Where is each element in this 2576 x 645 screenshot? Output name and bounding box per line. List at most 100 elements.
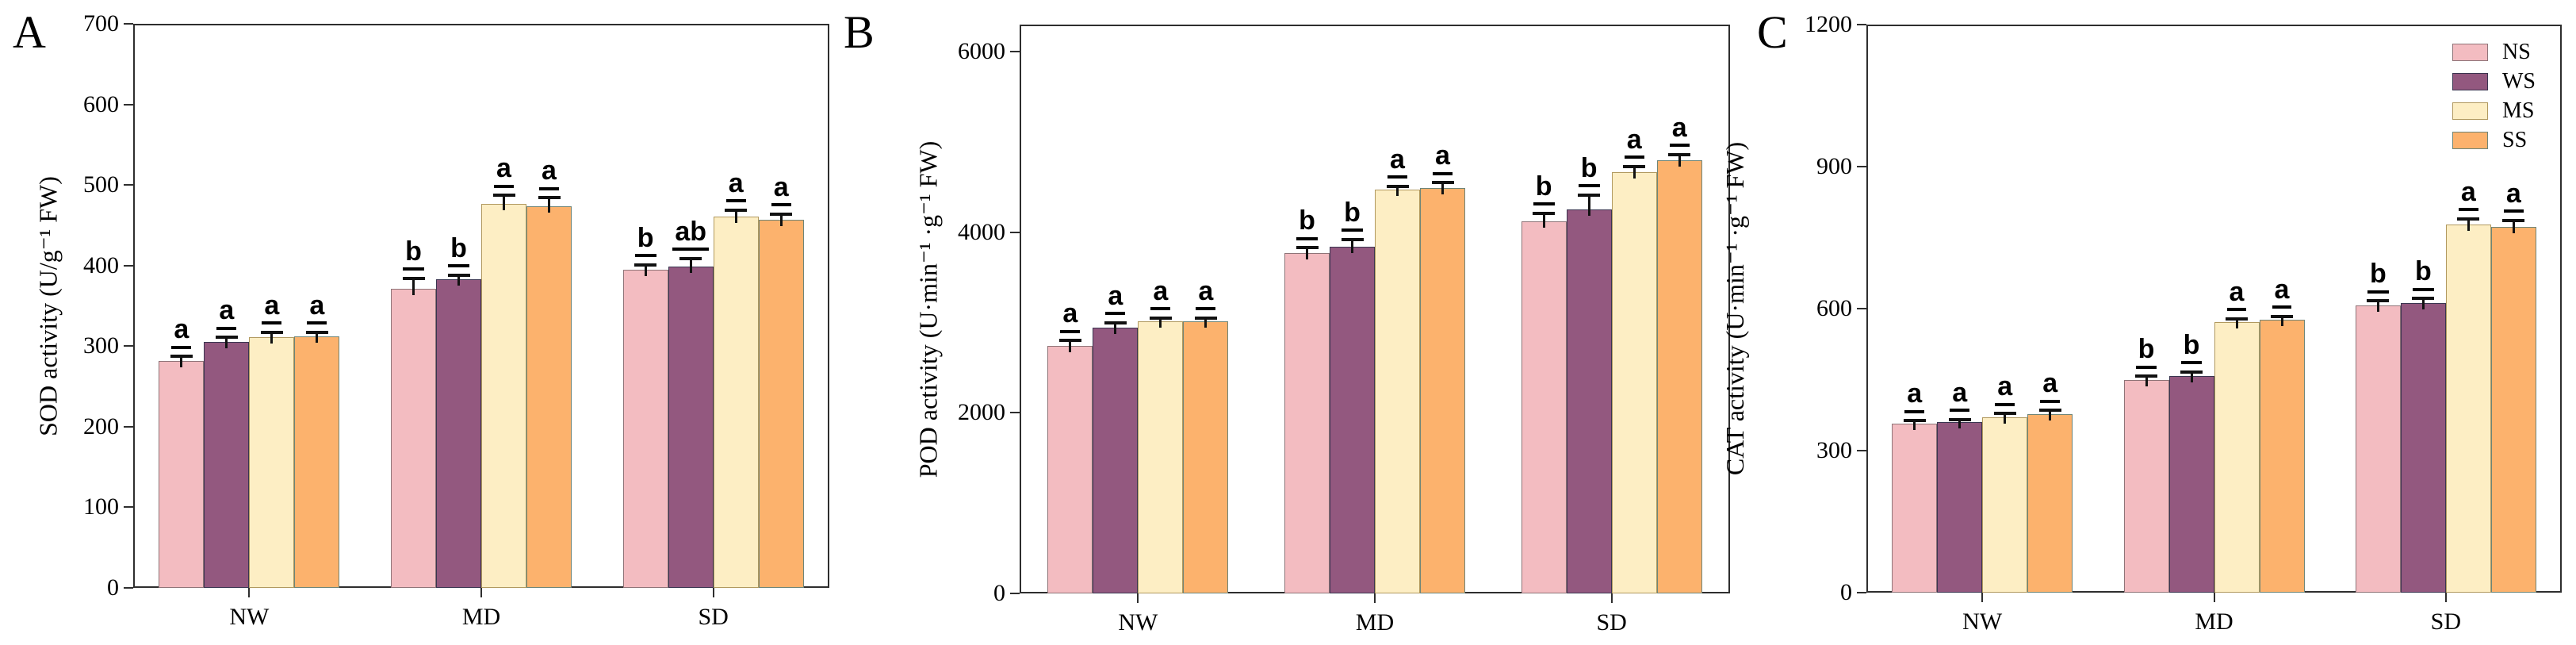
panel-b-error-whisker xyxy=(1069,340,1072,353)
panel-b-sig-letter: a xyxy=(1170,276,1242,311)
panel-c-error-whisker xyxy=(2421,298,2425,310)
panel-letter-b: B xyxy=(844,6,875,58)
panel-b-y-tick xyxy=(1010,231,1020,233)
panel-a-error-cap xyxy=(770,212,793,216)
panel-letter-a: A xyxy=(13,6,46,58)
panel-c-x-tick xyxy=(1981,593,1984,602)
panel-c-error-whisker xyxy=(2467,218,2470,231)
panel-a-x-tick-label: SD xyxy=(698,604,729,630)
panel-b-error-cap xyxy=(1431,181,1454,185)
panel-c-x-tick xyxy=(2213,593,2215,602)
panel-c-x-tick-label: MD xyxy=(2195,609,2233,635)
panel-c-bar-ns-sd xyxy=(2355,305,2401,593)
panel-c-sig-letter: a xyxy=(1879,379,1950,413)
panel-b-error-whisker xyxy=(1632,166,1636,179)
panel-b-error-cap xyxy=(1386,184,1409,188)
panel-c-sig-letter: b xyxy=(2156,330,2227,365)
panel-a-error-whisker xyxy=(412,278,415,296)
panel-c-error-cap xyxy=(2502,219,2525,223)
panel-c-bar-ms-md xyxy=(2214,322,2260,593)
panel-b-sig-letter: a xyxy=(1362,144,1433,179)
panel-a-bar-ws-nw xyxy=(204,342,250,588)
panel-letter-c: C xyxy=(1757,6,1788,58)
panel-b-bar-ws-sd xyxy=(1566,209,1612,593)
panel-a-error-cap xyxy=(305,331,328,335)
panel-b-bar-ns-sd xyxy=(1521,221,1567,593)
panel-b-y-tick xyxy=(1010,593,1020,594)
panel-a-sig-letter: a xyxy=(745,172,817,207)
panel-a-y-tick xyxy=(124,184,133,186)
panel-c-error-whisker xyxy=(2004,413,2007,424)
panel-c-error-cap xyxy=(2412,297,2435,301)
panel-a-bar-ms-sd xyxy=(713,216,759,588)
panel-a-bar-ss-sd xyxy=(758,219,804,588)
panel-a-error-whisker xyxy=(225,337,228,349)
panel-a-y-tick-label: 0 xyxy=(107,574,119,601)
panel-c-y-tick-label: 900 xyxy=(1816,153,1852,179)
panel-b-x-tick xyxy=(1374,593,1376,603)
panel-b-error-cap xyxy=(1149,316,1172,320)
panel-a-y-axis-title: SOD activity (U/g⁻¹ FW) xyxy=(33,175,62,436)
panel-a-error-cap xyxy=(492,194,515,198)
panel-a-sig-letter: ab xyxy=(655,217,726,251)
panel-a-sig-letter: a xyxy=(514,156,585,190)
panel-c-error-cap xyxy=(1948,417,1971,421)
panel-b-y-tick xyxy=(1010,51,1020,53)
panel-b-error-cap xyxy=(1578,194,1601,198)
panel-a-y-tick xyxy=(124,345,133,347)
legend-label-ns: NS xyxy=(2502,40,2531,64)
panel-c-error-cap xyxy=(1993,412,2016,416)
panel-a-sig-letter: b xyxy=(423,233,495,268)
legend-swatch-ss xyxy=(2452,132,2488,149)
panel-b-sig-letter: b xyxy=(1508,171,1579,206)
panel-a-bar-ss-nw xyxy=(294,336,340,588)
panel-c-x-tick xyxy=(2444,593,2447,602)
panel-a-error-cap xyxy=(538,196,561,200)
panel-a-error-whisker xyxy=(548,198,550,213)
panel-c-error-cap xyxy=(2226,317,2248,321)
panel-c-error-cap xyxy=(2135,374,2157,378)
panel-b-y-tick-label: 4000 xyxy=(958,218,1005,245)
panel-c-y-tick-label: 300 xyxy=(1816,437,1852,463)
panel-a-error-whisker xyxy=(734,209,737,223)
panel-c-error-cap xyxy=(2457,217,2480,221)
panel-c-sig-letter: b xyxy=(2111,334,2182,369)
panel-c-bar-ws-nw xyxy=(1937,422,1983,593)
legend-label-ms: MS xyxy=(2502,98,2535,123)
panel-b-bar-ms-sd xyxy=(1611,171,1657,593)
panel-c-y-axis-title: CAT activity (U·min⁻¹ ·g⁻¹ FW) xyxy=(1721,141,1749,476)
panel-a-error-whisker xyxy=(180,356,183,367)
panel-c-bar-ns-nw xyxy=(1892,423,1938,593)
panel-b-sig-letter: a xyxy=(1598,125,1670,159)
panel-a-error-cap xyxy=(634,263,657,267)
panel-b-sig-letter: a xyxy=(1644,113,1715,148)
panel-c-y-tick-label: 600 xyxy=(1816,295,1852,321)
panel-b-error-whisker xyxy=(1396,186,1399,197)
panel-a-x-tick xyxy=(712,588,714,597)
panel-b-error-whisker xyxy=(1441,182,1444,194)
panel-b-bar-ns-nw xyxy=(1047,346,1093,593)
panel-c-bar-ms-nw xyxy=(1982,417,2028,593)
panel-b-bar-ws-nw xyxy=(1093,328,1139,593)
panel-a-bar-ss-md xyxy=(526,205,572,588)
panel-b-error-whisker xyxy=(1587,195,1590,217)
panel-a-error-cap xyxy=(447,273,470,277)
panel-b-error-whisker xyxy=(1114,322,1117,335)
panel-a-y-tick xyxy=(124,587,133,589)
panel-b-error-cap xyxy=(1296,246,1319,250)
panel-b-bar-ws-md xyxy=(1330,246,1375,593)
panel-a-error-cap xyxy=(260,331,283,335)
panel-a-error-cap xyxy=(170,355,193,359)
panel-b-y-tick-label: 0 xyxy=(993,580,1005,606)
panel-b-error-whisker xyxy=(1678,154,1681,167)
panel-b-error-whisker xyxy=(1351,239,1353,253)
legend-label-ws: WS xyxy=(2502,69,2536,94)
panel-a-y-tick xyxy=(124,264,133,267)
panel-b-bar-ms-nw xyxy=(1138,321,1184,593)
panel-c-sig-letter: b xyxy=(2342,259,2413,294)
panel-a-bar-ms-nw xyxy=(249,337,295,588)
panel-c-error-whisker xyxy=(2145,376,2148,387)
panel-a-bar-ms-md xyxy=(481,203,526,588)
panel-c-x-tick-label: SD xyxy=(2430,609,2461,635)
